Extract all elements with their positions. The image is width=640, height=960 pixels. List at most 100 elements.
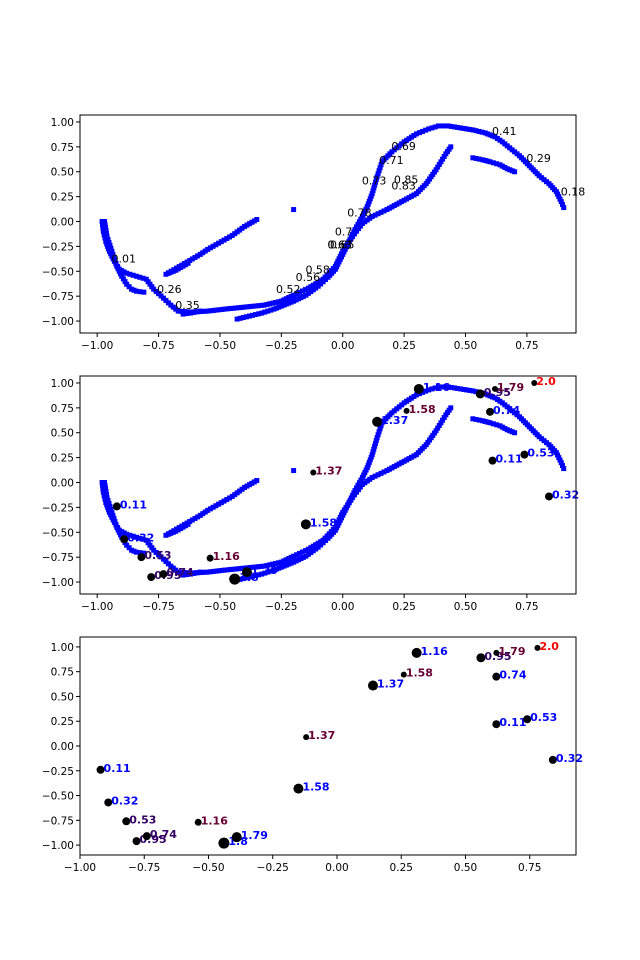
scatter-point xyxy=(103,224,109,230)
scatter-point xyxy=(416,130,422,136)
scatter-point xyxy=(476,156,482,162)
scatter-point xyxy=(163,271,169,277)
point-annotation: 0.18 xyxy=(561,186,586,199)
scatter-point xyxy=(243,575,249,581)
scatter-point xyxy=(194,570,200,576)
scatter-point xyxy=(221,498,227,504)
scatter-point xyxy=(440,156,446,162)
scatter-point xyxy=(470,388,476,394)
data-point-label: 0.11 xyxy=(496,453,523,466)
scatter-point xyxy=(253,573,259,579)
data-point xyxy=(523,715,532,724)
y-tick-label: 0.00 xyxy=(51,217,74,229)
scatter-point xyxy=(216,501,222,507)
scatter-point xyxy=(225,306,231,312)
scatter-point xyxy=(137,274,143,280)
data-point xyxy=(492,720,501,729)
scatter-point xyxy=(470,155,476,161)
scatter-point xyxy=(356,480,362,486)
scatter-point xyxy=(258,302,264,308)
x-tick-label: −1.00 xyxy=(81,340,113,352)
scatter-point xyxy=(433,428,439,434)
scatter-point xyxy=(558,199,564,205)
scatter-point xyxy=(372,440,378,446)
x-tick-label: −0.50 xyxy=(204,601,236,613)
scatter-point xyxy=(258,563,264,569)
scatter-point xyxy=(218,239,224,245)
scatter-point xyxy=(113,521,119,527)
scatter-point xyxy=(181,522,187,528)
y-tick-label: 0.00 xyxy=(51,741,74,753)
scatter-point xyxy=(413,131,419,137)
x-tick-label: −0.75 xyxy=(142,340,174,352)
scatter-point xyxy=(561,205,567,211)
point-annotation: 0.63 xyxy=(328,238,353,251)
data-point xyxy=(194,818,202,826)
scatter-point xyxy=(247,304,253,310)
y-tick-label: −1.00 xyxy=(42,577,74,589)
scatter-point xyxy=(512,430,518,436)
scatter-point xyxy=(261,302,267,308)
scatter-point xyxy=(435,384,441,390)
scatter-point xyxy=(166,270,172,276)
scatter-point xyxy=(107,242,113,248)
data-point-label: 1.37 xyxy=(381,414,408,427)
scatter-point xyxy=(256,303,262,309)
scatter-point xyxy=(104,230,110,236)
scatter-point xyxy=(127,532,133,538)
scatter-point xyxy=(365,462,371,468)
scatter-point xyxy=(202,308,208,314)
data-point-label: 1.37 xyxy=(377,678,404,691)
scatter-point xyxy=(110,251,116,257)
scatter-point xyxy=(262,570,268,576)
scatter-point xyxy=(366,459,372,465)
axes-frame xyxy=(79,375,577,595)
data-point xyxy=(520,450,529,459)
y-tick-label: 1.00 xyxy=(51,642,74,654)
data-point xyxy=(137,553,146,562)
scatter-point xyxy=(179,262,185,268)
scatter-point xyxy=(174,265,180,271)
y-tick-label: −0.75 xyxy=(42,815,74,827)
scatter-point xyxy=(237,315,243,321)
scatter-point xyxy=(372,212,378,218)
scatter-point xyxy=(291,553,297,559)
data-point xyxy=(231,832,242,843)
scatter-point xyxy=(294,291,300,297)
point-annotation: 0.01 xyxy=(111,252,136,265)
scatter-point xyxy=(174,526,180,532)
scatter-point xyxy=(436,161,442,167)
y-tick-label: 0.75 xyxy=(51,403,74,415)
scatter-point xyxy=(373,438,379,444)
scatter-point xyxy=(227,306,233,312)
scatter-point xyxy=(233,566,239,572)
scatter-point xyxy=(210,504,216,510)
y-tick-label: 1.00 xyxy=(51,378,74,390)
scatter-point xyxy=(441,414,447,420)
scatter-point xyxy=(352,487,358,493)
scatter-point xyxy=(242,304,248,310)
scatter-point xyxy=(559,463,565,469)
scatter-point xyxy=(558,460,564,466)
scatter-point xyxy=(451,385,457,391)
scatter-point xyxy=(369,452,375,458)
scatter-point xyxy=(423,127,429,133)
scatter-point xyxy=(445,123,451,129)
data-point xyxy=(147,573,156,582)
data-point-label: 2.0 xyxy=(539,640,559,653)
scatter-point xyxy=(240,315,246,321)
x-tick-label: 0.00 xyxy=(331,601,354,613)
scatter-point xyxy=(377,426,383,432)
scatter-point xyxy=(297,550,303,556)
scatter-point xyxy=(133,534,139,540)
scatter-point xyxy=(137,535,143,541)
scatter-point xyxy=(106,500,112,506)
data-point-label: 0.53 xyxy=(530,711,557,724)
y-tick-label: 0.50 xyxy=(51,691,74,703)
scatter-point xyxy=(435,123,441,129)
data-point-label: 0.53 xyxy=(144,549,171,562)
data-point-label: 0.95 xyxy=(484,650,511,663)
scatter-point xyxy=(353,485,359,491)
scatter-point xyxy=(353,224,359,230)
chart-panel-3: 0.110.320.530.950.741.161.81.791.581.371… xyxy=(42,636,583,874)
